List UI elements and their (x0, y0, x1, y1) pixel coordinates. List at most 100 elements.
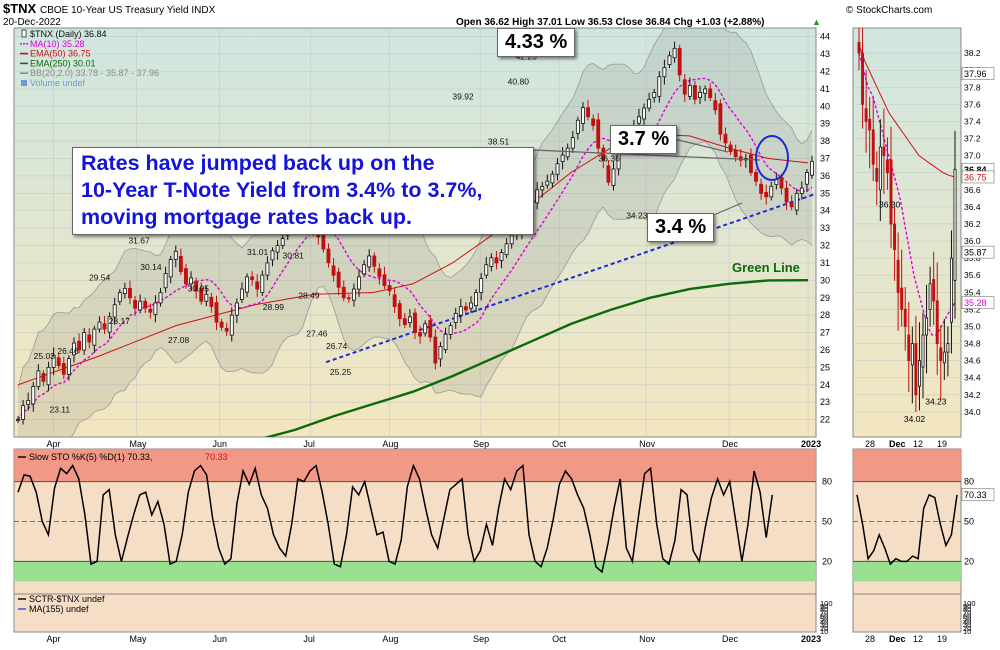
candle-body (46, 366, 51, 386)
zoom-sctr-y-tick-label: 40 (963, 618, 971, 627)
candle-body (117, 292, 122, 303)
candle-body (407, 316, 412, 324)
zoom-price-label: 34.23 (925, 396, 947, 406)
ohlc-readout: Open 36.62 High 37.01 Low 36.53 Close 36… (456, 17, 764, 28)
candle-body (82, 332, 87, 351)
candle-body (662, 67, 667, 78)
x-tick-label: Aug (382, 439, 398, 449)
price-label: 28.17 (109, 316, 131, 326)
zoom-x-tick-label: Dec (889, 439, 906, 449)
candle-body (107, 316, 112, 333)
zoom-candle-body (946, 343, 950, 353)
current-callout: 3.7 % (610, 125, 678, 154)
zoom-candle-body (857, 42, 861, 54)
candle-body (280, 238, 285, 246)
x-tick-label: Nov (639, 439, 656, 449)
candle-body (657, 76, 662, 97)
x-tick-label: Jul (303, 439, 315, 449)
legend-swatch (21, 29, 27, 38)
candle-body (810, 160, 814, 176)
candle-body (382, 274, 387, 286)
zoom-candle-body (928, 283, 932, 310)
y-tick-label: 28 (820, 310, 830, 320)
x-tick-label-bottom: Jun (212, 634, 227, 644)
overbought-zone (853, 449, 961, 482)
candle-body (769, 185, 774, 198)
price-label: 27.46 (306, 329, 328, 339)
candle-body (682, 79, 687, 95)
zoom-y-tick-label: 34.2 (964, 390, 981, 400)
x-tick-label-bottom: Dec (722, 634, 739, 644)
candle-body (143, 300, 148, 309)
candle-body (601, 147, 606, 161)
callout-pointer (669, 137, 729, 153)
zoom-candle-body (903, 308, 907, 327)
candle-body (326, 248, 331, 264)
sto-y-tick-label: 80 (822, 477, 832, 487)
candle-body (275, 245, 280, 253)
candle-body (265, 262, 270, 276)
candle-body (87, 334, 92, 343)
zoom-y-tick-label: 35.6 (964, 270, 981, 280)
stochastic-k-line (17, 463, 774, 574)
candle-body (189, 277, 193, 285)
candle-body (36, 370, 41, 387)
candle-body (240, 288, 244, 300)
zoom-x-tick-label-bottom: Dec (889, 634, 906, 644)
legend-entry: BB(20,2.0) 33.78 - 35.87 - 37.96 (30, 68, 159, 78)
zoom-candle-body (914, 343, 918, 396)
candle-body (367, 255, 372, 268)
sctr-y-tick-label: 100 (820, 599, 833, 608)
oversold-zone (853, 561, 961, 582)
candle-body (677, 47, 682, 76)
candle-body (596, 119, 601, 149)
sctr-panel (13, 593, 817, 633)
candle-body (402, 318, 407, 325)
y-tick-label: 42 (820, 67, 830, 77)
y-tick-label: 26 (820, 345, 830, 355)
candle-body (199, 287, 204, 302)
candle-body (209, 296, 214, 307)
candle-body (331, 265, 336, 276)
candle-body (250, 276, 255, 280)
zoom-price-label: 36.30 (879, 199, 901, 209)
x-tick-label: Apr (47, 439, 61, 449)
price-label: 40.80 (508, 76, 530, 86)
zoom-y-tick-label: 35.4 (964, 287, 981, 297)
stochastic-plot-layer (14, 449, 816, 582)
candle-body (362, 264, 367, 275)
candle-body (219, 321, 224, 328)
candle-body (128, 287, 132, 299)
axes-layer: 22 23 24 25 26 27 28 29 30 31 32 33 34 35 36 37 38 39 40 41… (47, 32, 995, 644)
price-label: 26.74 (326, 341, 348, 351)
legend-entry: MA(10) 35.28 (30, 39, 85, 49)
value-badge (961, 245, 995, 259)
oversold-zone (14, 561, 816, 582)
zoom-stochastic-plot-layer (853, 449, 961, 582)
y-tick-label: 43 (820, 49, 830, 59)
candle-body (586, 107, 590, 118)
symbol-title: $TNX (3, 1, 37, 16)
candle-body (728, 144, 733, 152)
sctr-legend-text: MA(155) undef (29, 604, 89, 614)
annotation-line-3: moving mortgage rates back up. (81, 205, 412, 229)
candle-body (204, 293, 209, 302)
y-tick-label: 32 (820, 241, 830, 251)
zoom-y-tick-label: 36.0 (964, 236, 981, 246)
candle-body (224, 327, 229, 332)
candle-body (392, 294, 397, 308)
zoom-candle-body (871, 129, 875, 165)
candle-body (708, 88, 713, 99)
y-tick-label: 30 (820, 275, 830, 285)
candle-body (535, 189, 540, 204)
zoom-ema50-line (858, 44, 956, 178)
candle-body (754, 172, 758, 182)
support-trendline (325, 192, 816, 364)
zoom-candle-body (878, 146, 882, 191)
x-tick-label: Oct (552, 439, 567, 449)
price-label: 26.46 (57, 346, 79, 356)
candle-body (194, 280, 199, 292)
price-label: 30.05 (188, 283, 210, 293)
candle-body (433, 336, 438, 364)
x-tick-label: Sep (473, 439, 489, 449)
